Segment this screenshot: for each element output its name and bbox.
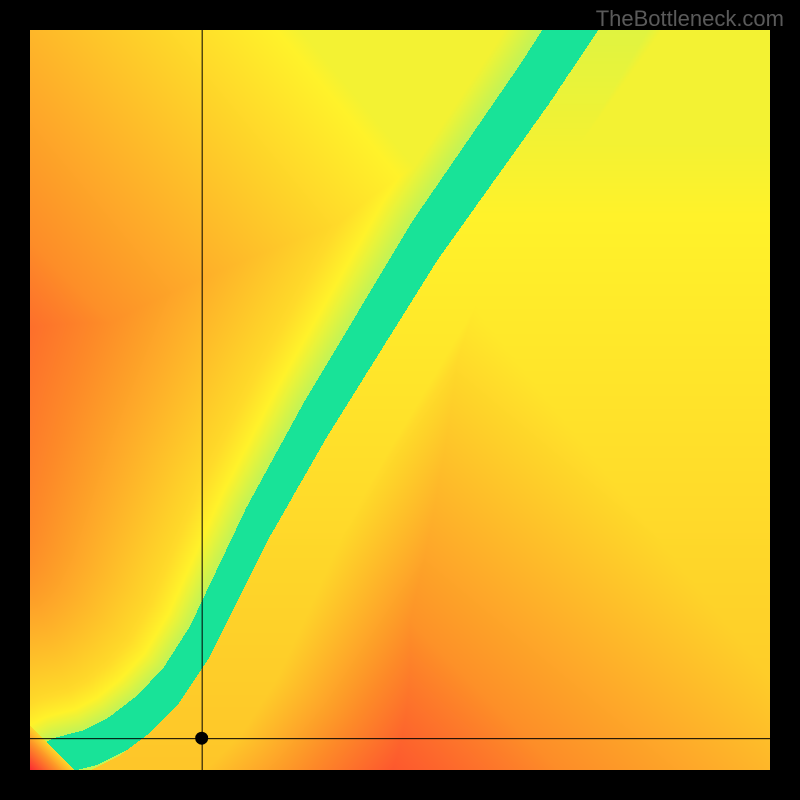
watermark-text: TheBottleneck.com: [596, 6, 784, 32]
heatmap-canvas: [30, 30, 770, 770]
heatmap-plot: [30, 30, 770, 770]
